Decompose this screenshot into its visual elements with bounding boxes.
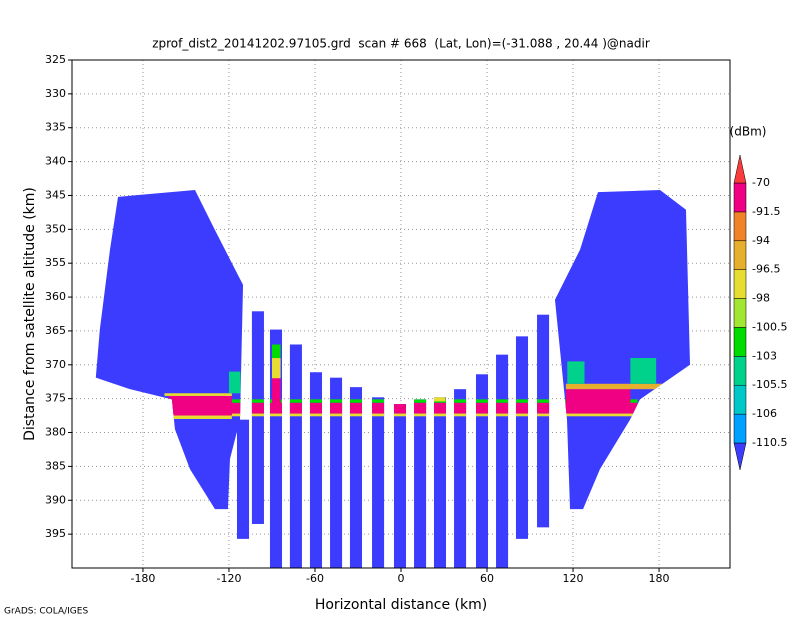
chart-title: zprof_dist2_20141202.97105.grd scan # 66…	[152, 37, 650, 51]
x-tick-label: -60	[306, 572, 324, 585]
swath-stripe	[515, 336, 529, 539]
y-tick-label: 360	[45, 290, 66, 303]
colorbar-label: -98	[752, 292, 770, 305]
x-tick-label: -180	[130, 572, 155, 585]
swath-stripe	[433, 397, 447, 568]
swath-stripe	[393, 404, 407, 568]
colorbar-label: -106	[752, 407, 777, 420]
colorbar-label: -94	[752, 234, 770, 247]
colorbar-cell	[733, 327, 747, 357]
colorbar-label: -103	[752, 349, 777, 362]
swath-stripe	[251, 311, 264, 524]
echo-region	[565, 383, 691, 390]
swath-stripe	[330, 377, 343, 568]
colorbar-cell	[733, 356, 747, 386]
colorbar-cell	[733, 298, 747, 328]
swath-stripe	[475, 374, 489, 568]
swath-area	[95, 190, 244, 510]
swath-stripe	[349, 387, 363, 568]
colorbar-cell	[733, 413, 747, 444]
echo-region	[168, 395, 232, 416]
colorbar-label: -100.5	[752, 320, 787, 333]
echo-region	[567, 361, 585, 384]
colorbar-cell	[733, 154, 747, 184]
colorbar-label: -110.5	[752, 436, 787, 449]
colorbar-label: -105.5	[752, 378, 787, 391]
echo-region	[271, 378, 281, 406]
echo-region	[164, 393, 232, 396]
colorbar-cell	[733, 182, 747, 213]
swath-stripe	[496, 354, 509, 568]
swath-area	[554, 190, 691, 510]
swath-stripe	[414, 399, 427, 568]
colorbar-label: -91.5	[752, 205, 780, 218]
credit: GrADS: COLA/IGES	[4, 607, 88, 617]
y-tick-label: 390	[45, 493, 66, 506]
echo-region	[271, 358, 281, 379]
colorbar-cell	[733, 240, 747, 270]
colorbar-cell	[733, 384, 747, 415]
colorbar-unit: (dBm)	[730, 125, 767, 139]
y-tick-label: 370	[45, 358, 66, 371]
y-tick-label: 385	[45, 459, 66, 472]
echo-region	[630, 358, 657, 384]
x-tick-label: 120	[563, 572, 584, 585]
x-tick-label: -120	[216, 572, 241, 585]
y-tick-label: 340	[45, 155, 66, 168]
y-tick-label: 365	[45, 324, 66, 337]
x-tick-label: 60	[480, 572, 494, 585]
colorbar-cell	[733, 211, 747, 242]
y-tick-label: 335	[45, 121, 66, 134]
y-tick-label: 330	[45, 87, 66, 100]
y-tick-label: 395	[45, 527, 66, 540]
y-tick-label: 345	[45, 188, 66, 201]
echo-region	[565, 389, 631, 409]
colorbar-label: -70	[752, 176, 770, 189]
swath-stripe	[537, 314, 550, 528]
y-axis-label: Distance from satellite altitude (km)	[22, 187, 38, 441]
echo-region	[164, 415, 232, 419]
echo-region	[228, 371, 241, 394]
x-tick-label: 180	[649, 572, 670, 585]
y-tick-label: 350	[45, 222, 66, 235]
swath-stripe	[237, 419, 250, 539]
echo-region	[271, 344, 281, 359]
swath-stripe	[309, 372, 323, 568]
x-tick-label: 0	[398, 572, 405, 585]
echo-region	[164, 413, 638, 417]
swath-stripe	[289, 344, 302, 568]
colorbar-label: -96.5	[752, 263, 780, 276]
echo-region	[433, 395, 446, 402]
echo-region	[164, 402, 638, 414]
swath-stripe	[454, 389, 467, 568]
colorbar-cell	[733, 269, 747, 299]
plot-frame	[71, 59, 731, 569]
y-tick-label: 355	[45, 256, 66, 269]
y-tick-label: 375	[45, 392, 66, 405]
swath-stripe	[372, 397, 385, 568]
y-tick-label: 380	[45, 426, 66, 439]
y-tick-label: 325	[45, 53, 66, 66]
x-axis-label: Horizontal distance (km)	[315, 597, 487, 613]
